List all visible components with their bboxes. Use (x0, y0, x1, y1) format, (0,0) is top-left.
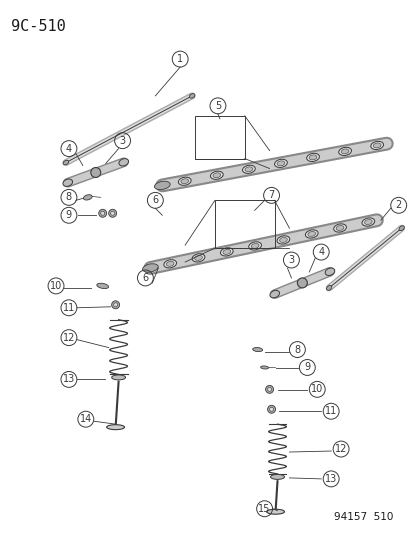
Ellipse shape (279, 238, 287, 243)
Ellipse shape (166, 261, 173, 266)
Ellipse shape (194, 255, 202, 260)
Ellipse shape (97, 283, 108, 288)
Ellipse shape (260, 366, 268, 369)
Bar (195, 116, 244, 158)
Bar (214, 200, 274, 248)
Text: 15: 15 (258, 504, 270, 514)
Circle shape (98, 209, 107, 217)
Text: 8: 8 (66, 192, 72, 203)
Ellipse shape (210, 171, 223, 180)
Ellipse shape (180, 179, 188, 184)
Text: 12: 12 (63, 333, 75, 343)
Ellipse shape (333, 224, 346, 232)
Circle shape (100, 211, 104, 215)
Ellipse shape (307, 231, 315, 237)
Ellipse shape (192, 254, 204, 262)
Ellipse shape (178, 177, 191, 185)
Ellipse shape (276, 161, 284, 166)
Ellipse shape (112, 375, 125, 380)
Text: 94157  510: 94157 510 (334, 512, 393, 522)
Text: 9C-510: 9C-510 (11, 19, 66, 34)
Ellipse shape (274, 159, 287, 167)
Ellipse shape (142, 264, 158, 272)
Ellipse shape (223, 249, 230, 254)
Ellipse shape (398, 226, 404, 231)
Ellipse shape (373, 143, 380, 148)
Ellipse shape (335, 225, 343, 230)
Ellipse shape (189, 94, 195, 98)
Ellipse shape (119, 159, 128, 166)
Ellipse shape (220, 248, 233, 256)
Text: 10: 10 (50, 281, 62, 291)
Ellipse shape (63, 179, 72, 187)
Ellipse shape (361, 218, 374, 226)
Ellipse shape (244, 167, 252, 172)
Circle shape (112, 301, 119, 309)
Ellipse shape (212, 173, 220, 177)
Circle shape (265, 385, 273, 393)
Text: 4: 4 (318, 247, 323, 257)
Ellipse shape (306, 154, 319, 161)
Text: 11: 11 (63, 303, 75, 313)
Ellipse shape (107, 425, 124, 430)
Ellipse shape (242, 165, 255, 173)
Ellipse shape (252, 348, 262, 352)
Ellipse shape (325, 268, 334, 276)
Ellipse shape (266, 509, 284, 514)
Text: 11: 11 (324, 406, 337, 416)
Text: 10: 10 (311, 384, 323, 394)
Text: 12: 12 (334, 444, 347, 454)
Text: 6: 6 (142, 273, 148, 283)
Ellipse shape (305, 230, 317, 238)
Ellipse shape (270, 474, 284, 479)
Text: 3: 3 (288, 255, 294, 265)
Ellipse shape (164, 260, 176, 268)
Text: 6: 6 (152, 196, 158, 205)
Text: 9: 9 (304, 362, 310, 373)
Text: 14: 14 (79, 414, 92, 424)
Ellipse shape (83, 195, 92, 200)
Circle shape (90, 167, 100, 177)
Ellipse shape (251, 244, 258, 248)
Text: 2: 2 (395, 200, 401, 211)
Circle shape (267, 405, 275, 413)
Text: 9: 9 (66, 210, 72, 220)
Ellipse shape (326, 286, 331, 290)
Text: 3: 3 (119, 136, 125, 146)
Circle shape (297, 278, 306, 288)
Ellipse shape (248, 242, 261, 250)
Text: 8: 8 (294, 344, 300, 354)
Text: 7: 7 (268, 190, 274, 200)
Circle shape (269, 407, 273, 411)
Ellipse shape (370, 141, 382, 150)
Ellipse shape (364, 220, 371, 224)
Ellipse shape (276, 236, 289, 244)
Text: 13: 13 (324, 474, 337, 484)
Circle shape (110, 211, 114, 215)
Circle shape (267, 387, 271, 391)
Text: 4: 4 (66, 143, 72, 154)
Ellipse shape (309, 155, 316, 160)
Circle shape (108, 209, 116, 217)
Ellipse shape (338, 147, 351, 156)
Ellipse shape (63, 160, 69, 165)
Text: 13: 13 (63, 374, 75, 384)
Text: 5: 5 (214, 101, 221, 111)
Ellipse shape (269, 290, 279, 298)
Ellipse shape (154, 181, 170, 190)
Circle shape (113, 303, 117, 307)
Text: 1: 1 (177, 54, 183, 64)
Ellipse shape (340, 149, 348, 154)
